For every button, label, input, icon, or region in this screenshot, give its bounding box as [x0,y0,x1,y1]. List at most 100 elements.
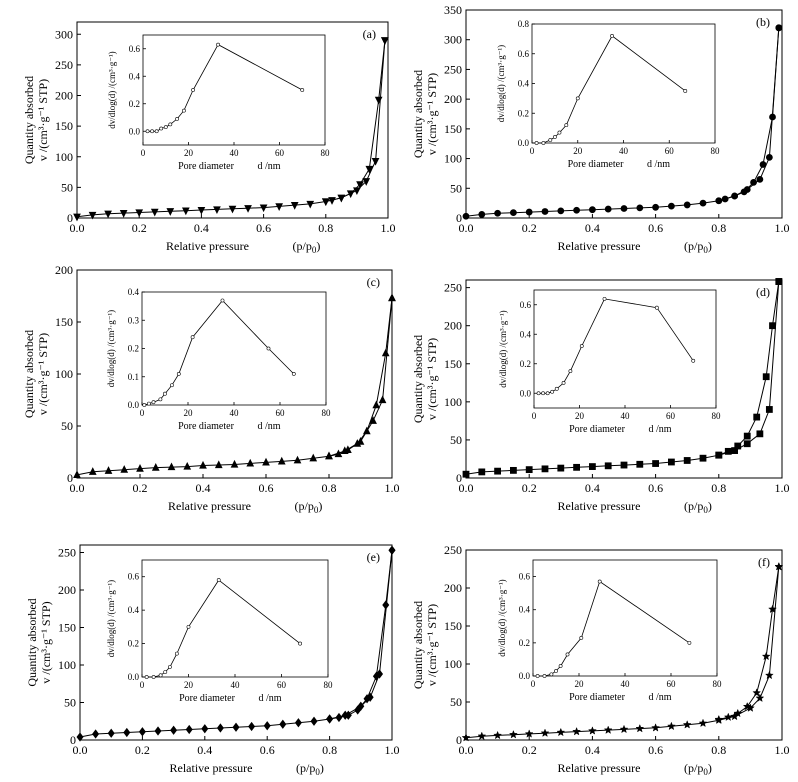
inset-data-point [145,129,150,134]
data-point [310,716,318,726]
inset-data-point [545,391,550,396]
data-point [244,205,252,213]
data-point [374,96,383,105]
chart-panel: 0.0 0.2 0.4 0.6 0.8 1.0050100150200(c)Relativ… [22,263,400,515]
data-point [372,400,381,409]
inset-x-axis-label: Pore diameter [568,159,624,170]
data-point [369,416,377,424]
y-tick-label: 50 [61,419,73,433]
inset-frame [142,34,326,146]
data-point [306,200,315,209]
data-point [478,211,486,218]
data-point [759,161,767,168]
data-point [378,395,387,404]
x-axis-close: ) [320,761,324,775]
inset-data-point [558,664,563,668]
data-point [73,470,81,478]
inset-y-axis-label: dv/dlog(d) /(cm³·g⁻¹) [106,310,116,387]
y-axis-unit: v /(cm³·g⁻¹ STP) [425,338,439,420]
inset-x-tick-label: 80 [321,148,331,158]
data-point [731,192,738,200]
data-point [309,453,318,462]
x-tick-label: 1.0 [381,221,396,235]
data-point [135,209,144,218]
data-point [104,466,113,474]
inset-data-point [174,651,179,656]
plot-frame [76,21,389,219]
inset-data-point [554,669,558,673]
x-axis-subscript: 0 [315,767,320,777]
inset-data-point [159,126,164,131]
inset-x-tick-label: 0 [531,679,536,689]
inset-data-point [169,383,174,388]
data-point [462,212,470,220]
x-axis-label: Relative pressure [168,499,251,513]
x-tick-label: 0.8 [711,481,726,495]
inset-y-axis-label: dv/dlog(d) /(cm³·g⁻¹) [498,310,508,387]
x-axis-close: ) [316,239,320,253]
inset-y-axis-label: dv/dlog(d) /(cm³·g⁻¹) [497,579,507,656]
data-point [259,204,268,213]
data-point [290,202,299,210]
panel-label: (d) [756,285,770,299]
inset-data-point [579,344,584,348]
inset-frame [141,559,329,678]
data-point [510,209,517,217]
x-axis-variable: (p/p0) [684,239,712,255]
inset-y-tick-label: 0.2 [129,99,140,109]
inset-chart: 0 20 40 60 80 0.0 0.2 0.4 0.6 Pore diameter d /nm d… [107,34,331,172]
data-point [699,199,707,207]
data-point [761,651,771,661]
data-point [321,198,330,207]
panel-label: (e) [367,550,380,564]
y-tick-label: 50 [64,696,76,710]
x-axis-label: Relative pressure [166,239,249,253]
inset-x-axis-label: Pore diameter [178,421,234,432]
x-tick-label: 0.4 [585,743,600,757]
inset-chart: 0 20 40 60 80 0.0 0.2 0.4 0.6 Pore diameter d /nm d… [497,559,722,703]
data-point [183,461,192,470]
inset-x-axis-unit: d /nm [257,161,280,172]
inset-y-tick-label: 0.6 [129,44,141,54]
data-point [462,470,470,478]
y-axis-label: Quantity absorbed [411,335,425,423]
inset-data-point [564,123,569,128]
inset-data-point [220,298,225,303]
y-tick-label: 50 [450,181,462,195]
panel-label: (c) [367,275,380,289]
plot-frame [465,549,783,741]
x-tick-label: 0.6 [648,221,663,235]
data-point [752,688,762,697]
data-point [775,24,783,32]
inset-data-point [554,386,559,391]
inset-data-point [683,89,688,93]
y-tick-label: 250 [444,281,462,295]
data-point [92,729,100,739]
series-line [718,281,780,456]
series-line [718,27,780,202]
x-tick-label: 0.6 [256,221,271,235]
data-point [753,413,761,421]
y-tick-label: 0 [456,733,462,747]
inset-x-axis-label: Pore diameter [178,161,234,172]
inset-y-tick-label: 0.2 [518,108,529,118]
data-point [765,406,773,413]
data-point [604,462,612,470]
data-point [344,445,352,454]
inset-data-point [534,141,539,145]
y-tick-label: 250 [58,546,76,560]
y-axis-label: Quantity absorbed [411,601,425,689]
data-point [652,460,659,467]
data-point [619,724,629,734]
inset-data-point [579,635,584,640]
data-point [603,725,613,734]
plot-frame [79,544,393,741]
inset-data-point [597,579,602,584]
data-point [769,322,776,330]
inset-y-tick-label: 0.1 [128,372,139,382]
y-tick-label: 100 [444,657,462,671]
x-axis-subscript: 0 [703,245,708,255]
data-point [682,720,692,729]
data-point [201,724,209,734]
